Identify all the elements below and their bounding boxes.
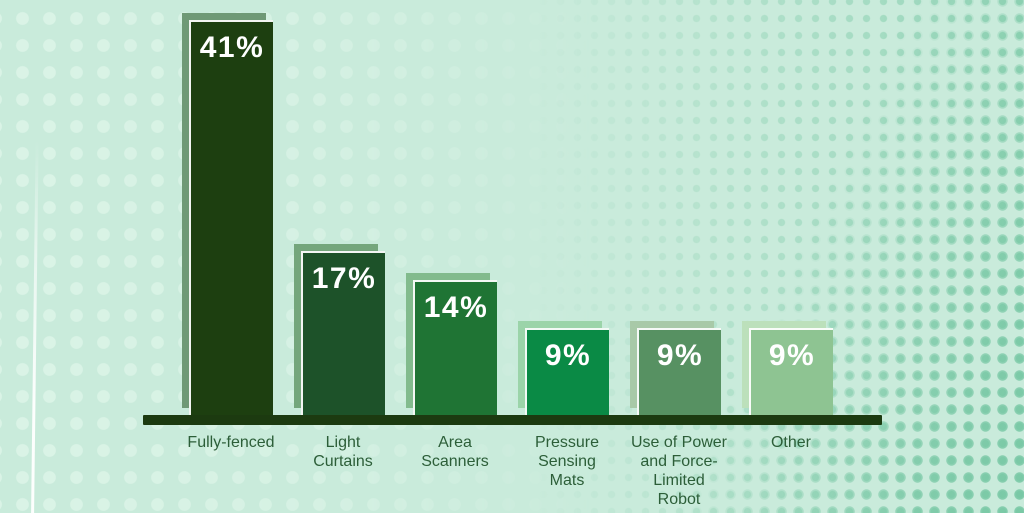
category-label-light-curtains: Light Curtains [313,434,373,470]
bar-value-label: 14% [423,291,489,324]
bar-other: 9% [749,328,833,415]
bar-area-scanners: 14% [413,280,497,415]
bar-light-curtains: 17% [301,251,385,415]
bar-value-label: 9% [544,339,592,372]
bar-value-label: 17% [311,262,377,295]
bar-value-label: 41% [199,31,265,64]
bar-value-label: 9% [656,339,704,372]
bar-pressure-sensing-mats: 9% [525,328,609,415]
bar-value-label: 9% [768,339,816,372]
category-label-pressure-sensing-mats: Pressure Sensing Mats [534,434,600,489]
category-label-use-of-power-and-force-limited-robot: Use of Power and Force- Limited Robot [630,434,728,508]
diagonal-line-accent [31,140,39,513]
x-axis-line [143,415,882,425]
category-label-other: Other [770,434,811,451]
category-label-fully-fenced: Fully-fenced [187,434,275,451]
bar-use-of-power-and-force-limited-robot: 9% [637,328,721,415]
category-label-area-scanners: Area Scanners [421,434,489,470]
bar-fully-fenced: 41% [189,20,273,415]
